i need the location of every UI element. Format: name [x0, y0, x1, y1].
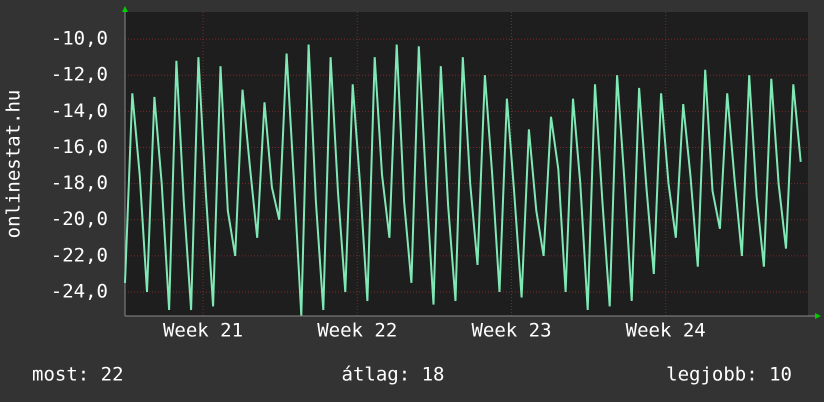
- y-tick-label: -12,0: [51, 64, 108, 86]
- y-tick-label: -22,0: [51, 244, 108, 266]
- x-tick-label: Week 23: [471, 320, 551, 342]
- y-tick-label: -18,0: [51, 172, 108, 194]
- y-tick-label: -20,0: [51, 208, 108, 230]
- x-tick-label: Week 22: [317, 320, 397, 342]
- x-tick-label: Week 24: [626, 320, 706, 342]
- axis-arrow: [122, 6, 128, 12]
- footer-now: most: 22: [32, 364, 124, 386]
- footer-average: átlag: 18: [342, 364, 445, 386]
- y-tick-label: -14,0: [51, 100, 108, 122]
- y-tick-label: -24,0: [51, 280, 108, 302]
- y-tick-label: -10,0: [51, 28, 108, 50]
- data-line: [124, 44, 802, 316]
- x-tick-label: Week 21: [163, 320, 243, 342]
- footer-best: legjobb: 10: [666, 364, 792, 386]
- y-axis-label: onlinestat.hu: [3, 90, 25, 239]
- plot-area: [125, 12, 808, 316]
- axis-arrow: [815, 313, 821, 319]
- y-tick-label: -16,0: [51, 136, 108, 158]
